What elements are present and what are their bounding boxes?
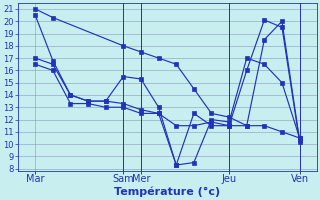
X-axis label: Température (°c): Température (°c) — [114, 187, 220, 197]
